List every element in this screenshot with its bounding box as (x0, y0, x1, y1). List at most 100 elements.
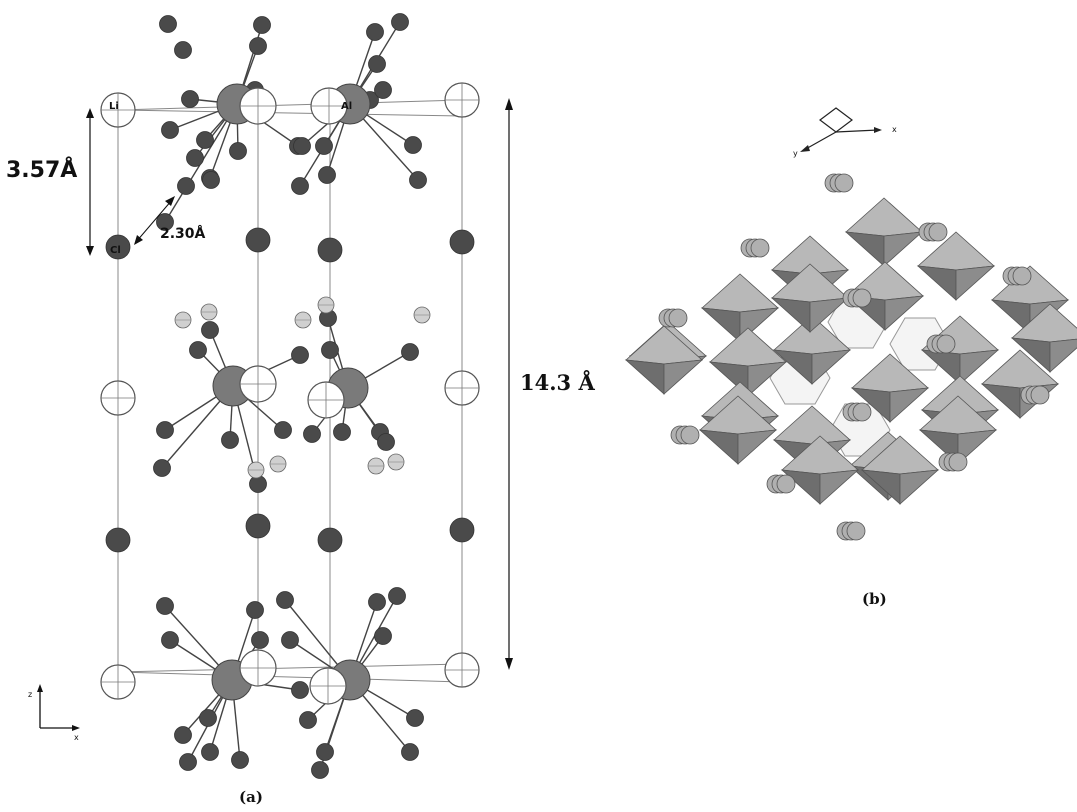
axis-label-x: x (74, 733, 79, 742)
axis-arrow-x (835, 129, 879, 133)
cl-atom (174, 41, 192, 59)
cl-atom (177, 177, 195, 195)
cl-atom (161, 631, 179, 649)
stacked-atom (852, 402, 872, 422)
atom-label-li: Li (109, 101, 119, 112)
arrowhead (874, 127, 882, 133)
cl-atom (179, 753, 197, 771)
octahedron-face (624, 359, 665, 395)
cl-atom (374, 627, 392, 645)
cl-atom (368, 593, 386, 611)
octahedron-face (700, 307, 741, 343)
cl-atom (391, 13, 409, 31)
octahedron-face (884, 295, 925, 331)
cl-atom (245, 227, 271, 253)
octahedron-face (809, 297, 850, 333)
cell-edge (117, 109, 463, 117)
axis-label-x-b: x (892, 125, 897, 134)
cl-atom (249, 37, 267, 55)
octahedron-face (845, 197, 923, 237)
cl-atom (374, 81, 392, 99)
cl-atom (105, 234, 131, 260)
octahedron-face (957, 429, 998, 465)
cl-atom (231, 751, 249, 769)
octahedron-face (844, 231, 885, 267)
cl-atom (293, 137, 311, 155)
bond-length-label: 2.30Å (160, 226, 206, 242)
octahedron-face (955, 265, 996, 301)
cl-atom (449, 517, 475, 543)
stacked-atom (852, 288, 872, 308)
arrowhead (72, 725, 80, 731)
arrowhead (134, 235, 143, 245)
octahedron-face (747, 361, 788, 397)
axis-arrow-y (803, 131, 837, 151)
cl-atom (449, 229, 475, 255)
stacked-atom (750, 238, 770, 258)
cl-atom (377, 433, 395, 451)
cl-atom (401, 343, 419, 361)
axis-glyph (819, 107, 853, 133)
cl-atom (368, 55, 386, 73)
cl-atom (156, 597, 174, 615)
cl-atom (303, 425, 321, 443)
stacked-atom (1012, 266, 1032, 286)
cl-atom (317, 237, 343, 263)
arrowhead (505, 98, 513, 110)
octahedron-face (698, 429, 739, 465)
cl-atom (318, 166, 336, 184)
cl-atom (201, 743, 219, 761)
octahedron-face (811, 349, 852, 385)
octahedron-face (959, 349, 1000, 385)
cl-atom (245, 513, 271, 539)
cl-atom (186, 149, 204, 167)
cl-atom (196, 131, 214, 149)
arrowhead (165, 196, 175, 206)
cl-atom (159, 15, 177, 33)
octahedron-face (883, 231, 924, 267)
stacked-atom (680, 425, 700, 445)
octahedron-face (701, 273, 779, 313)
cl-atom (221, 431, 239, 449)
arrowhead (86, 246, 94, 256)
arrowhead (37, 684, 43, 692)
stacked-atom (846, 521, 866, 541)
cl-atom (281, 631, 299, 649)
stacked-atom (936, 334, 956, 354)
axis-label-z: z (28, 690, 33, 699)
cl-atom (156, 213, 174, 231)
caption-b: (b) (862, 590, 887, 608)
dimension-label-short: 3.57Å (6, 158, 78, 183)
cl-atom (406, 709, 424, 727)
cell-edge (117, 663, 463, 673)
cl-atom (316, 743, 334, 761)
cl-atom (311, 761, 329, 779)
arrowhead (86, 108, 94, 118)
cl-atom (202, 171, 220, 189)
caption-a: (a) (239, 788, 263, 806)
arrowhead (505, 658, 513, 670)
octahedron-face (889, 387, 930, 423)
bond-length-arrow (135, 199, 173, 243)
cl-atom (333, 423, 351, 441)
cl-atom (229, 142, 247, 160)
axis-label-y-b: y (793, 149, 798, 158)
cl-atom (189, 341, 207, 359)
stacked-atom (928, 222, 948, 242)
cl-atom (299, 711, 317, 729)
cl-atom (315, 137, 333, 155)
cl-atom (276, 591, 294, 609)
atom-label-al: Al (341, 101, 353, 112)
atom-label-cl: Cl (110, 245, 121, 256)
cl-atom (105, 527, 131, 553)
octahedron-face (899, 469, 940, 505)
cl-atom (291, 177, 309, 195)
octahedron-face (819, 469, 860, 505)
cl-atom (388, 587, 406, 605)
cl-atom (199, 709, 217, 727)
cl-atom (291, 346, 309, 364)
cl-atom (181, 90, 199, 108)
